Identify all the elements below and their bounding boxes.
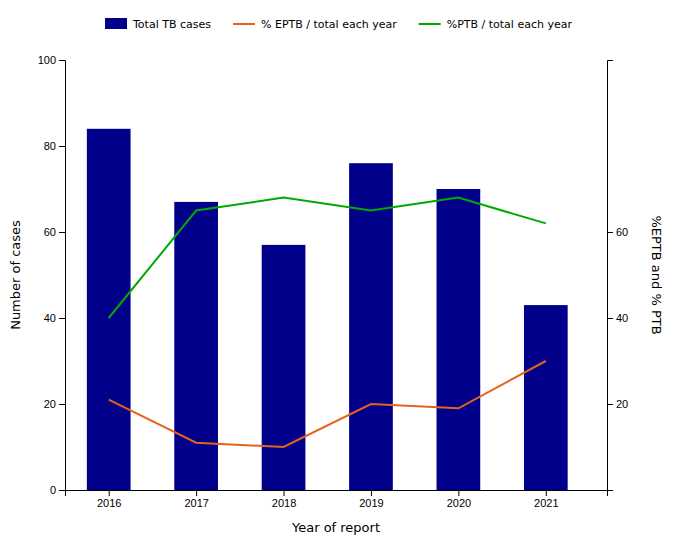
tick-mark [196, 490, 197, 496]
tick: 40 [44, 312, 65, 324]
line [109, 198, 546, 318]
tick-mark [59, 318, 65, 319]
tick-label: 0 [50, 484, 56, 496]
tick-label: 2018 [272, 497, 296, 509]
tick-mark [59, 404, 65, 405]
tick-mark [284, 490, 285, 496]
axis-line [608, 61, 614, 491]
bar [437, 189, 481, 490]
tick-mark [59, 490, 65, 491]
bar [349, 163, 393, 490]
tick: 20 [607, 398, 628, 410]
tick-label: 40 [616, 312, 628, 324]
y2-axis: 20 40 60 [607, 61, 628, 491]
legend-label: Total TB cases [132, 18, 211, 31]
tick-label: 60 [44, 226, 56, 238]
tick-mark [59, 146, 65, 147]
legend-swatch [105, 18, 127, 29]
tick-label: 2017 [184, 497, 208, 509]
tick-mark [607, 318, 613, 319]
y-axis: 0 20 40 60 80 100 [38, 54, 66, 496]
tick-label: 2021 [534, 497, 558, 509]
legend-item: %PTB / total each year [419, 18, 573, 31]
tick: 20 [44, 398, 65, 410]
tick: 100 [38, 54, 65, 66]
tick-label: 80 [44, 140, 56, 152]
legend-label: %PTB / total each year [447, 18, 573, 31]
bar [174, 202, 218, 490]
bar [87, 129, 131, 490]
tick-label: 20 [44, 398, 56, 410]
tick: 2018 [272, 490, 296, 509]
x-axis-title: Year of report [291, 520, 380, 535]
legend-swatch [419, 23, 441, 25]
legend-swatch [233, 23, 255, 25]
tick-label: 60 [616, 226, 628, 238]
tick-mark [371, 490, 372, 496]
tick-label: 2019 [359, 497, 383, 509]
tick-label: 100 [38, 54, 56, 66]
tick: 40 [607, 312, 628, 324]
plot: 2016 2017 2018 2019 2020 2021 0 20 40 60 80 100 20 40… [8, 54, 664, 535]
bar [524, 305, 568, 490]
y-axis-title: Number of cases [8, 220, 23, 330]
tick-label: 40 [44, 312, 56, 324]
tick: 60 [44, 226, 65, 238]
axis-line [66, 491, 608, 497]
tick-mark [59, 60, 65, 61]
legend-item: % EPTB / total each year [233, 18, 397, 31]
legend-item: Total TB cases [105, 18, 211, 31]
tick-mark [109, 490, 110, 496]
tick: 2016 [97, 490, 121, 509]
tick-mark [546, 490, 547, 496]
tick: 0 [50, 484, 65, 496]
tick-mark [607, 404, 613, 405]
tick-label: 2016 [97, 497, 121, 509]
axis-line [59, 61, 66, 491]
tick-label: 20 [616, 398, 628, 410]
tick: 60 [607, 226, 628, 238]
tick: 2020 [447, 490, 471, 509]
tick: 2021 [534, 490, 558, 509]
tick: 2017 [184, 490, 208, 509]
tick-mark [458, 490, 459, 496]
tick: 80 [44, 140, 65, 152]
tick-mark [59, 232, 65, 233]
marks [87, 129, 568, 490]
x-axis: 2016 2017 2018 2019 2020 2021 [66, 490, 608, 509]
y2-axis-title: %EPTB and % PTB [649, 215, 664, 334]
tick-mark [607, 232, 613, 233]
tick: 2019 [359, 490, 383, 509]
bar-series [87, 129, 568, 490]
legend: Total TB cases % EPTB / total each year %P… [105, 18, 572, 31]
tick-label: 2020 [447, 497, 471, 509]
line [109, 361, 546, 447]
bar [262, 245, 306, 490]
legend-label: % EPTB / total each year [261, 18, 397, 31]
chart: 2016 2017 2018 2019 2020 2021 0 20 40 60 80 100 20 40… [0, 0, 677, 545]
